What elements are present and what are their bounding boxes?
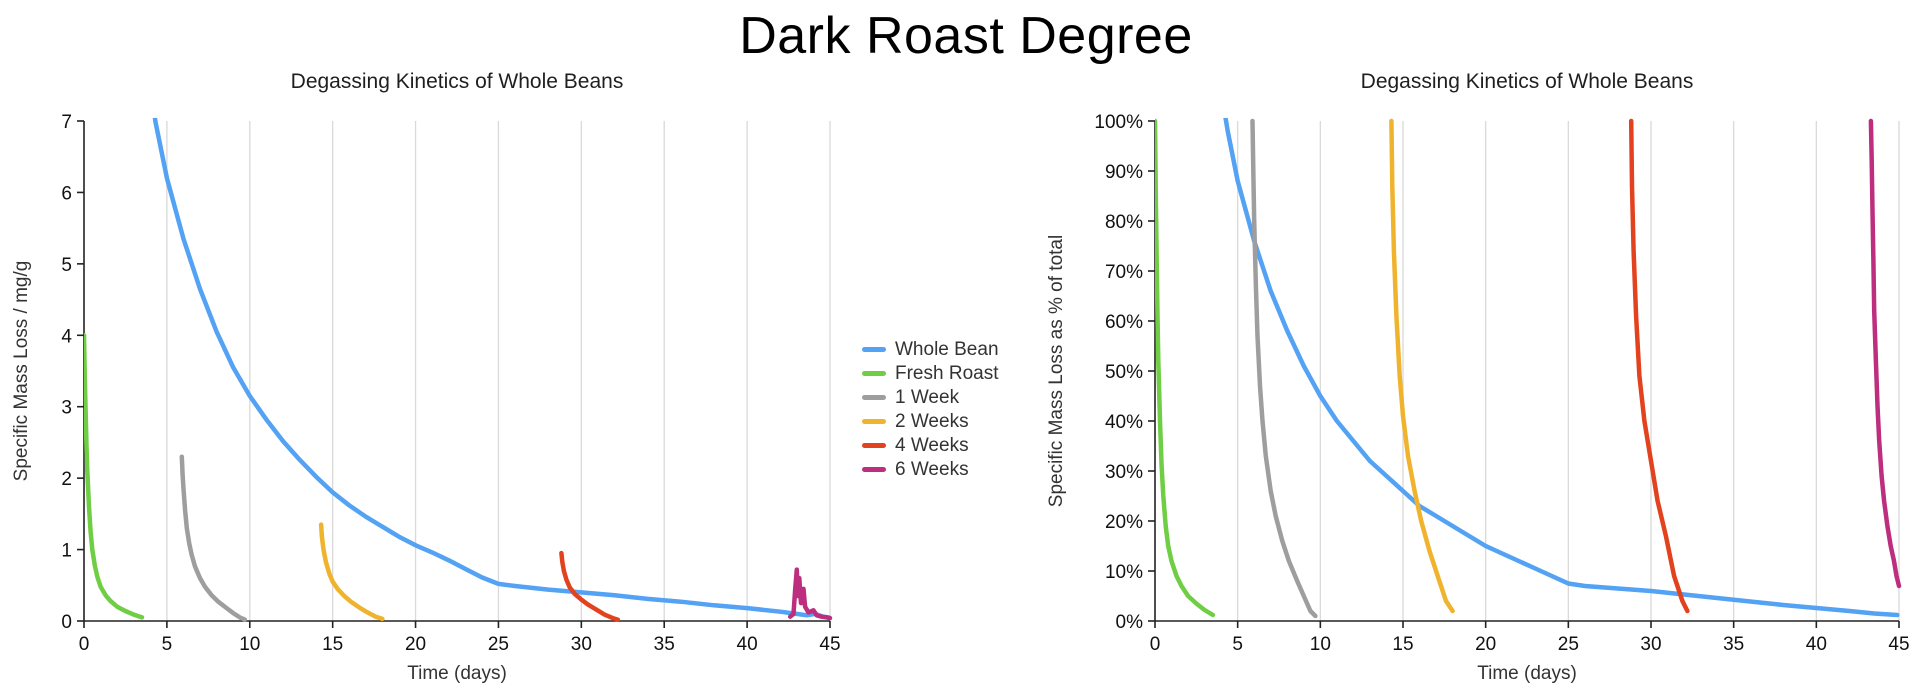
svg-text:40: 40 [1806, 634, 1827, 655]
legend-item: Fresh Roast [862, 362, 999, 384]
legend-label: 1 Week [895, 386, 960, 408]
right-chart-panel: Degassing Kinetics of Whole Beans Specif… [1040, 68, 1932, 699]
svg-text:3: 3 [61, 398, 72, 419]
right-chart-title: Degassing Kinetics of Whole Beans [1360, 70, 1694, 93]
svg-text:40%: 40% [1105, 412, 1143, 433]
svg-text:5: 5 [162, 634, 173, 655]
svg-text:30: 30 [571, 634, 592, 655]
svg-text:0: 0 [79, 634, 90, 655]
svg-text:40: 40 [737, 634, 758, 655]
legend-label: 6 Weeks [895, 458, 969, 480]
left-chart-panel: Degassing Kinetics of Whole Beans Specif… [0, 68, 860, 699]
left-chart-title: Degassing Kinetics of Whole Beans [290, 70, 624, 93]
svg-text:25: 25 [488, 634, 509, 655]
svg-text:45: 45 [819, 634, 840, 655]
svg-text:30: 30 [1640, 634, 1661, 655]
legend-swatch-icon [862, 395, 886, 400]
legend-swatch-icon [862, 419, 886, 424]
legend-label: Whole Bean [895, 338, 999, 360]
legend-item: 1 Week [862, 386, 999, 408]
svg-text:70%: 70% [1105, 262, 1143, 283]
page-title: Dark Roast Degree [739, 7, 1193, 65]
svg-text:0: 0 [61, 612, 72, 633]
svg-text:20%: 20% [1105, 512, 1143, 533]
legend-item: 6 Weeks [862, 458, 999, 480]
svg-text:1: 1 [61, 541, 72, 562]
svg-text:5: 5 [61, 255, 72, 276]
legend-item: 4 Weeks [862, 434, 999, 456]
svg-text:15: 15 [322, 634, 343, 655]
legend-swatch-icon [862, 371, 886, 376]
legend-swatch-icon [862, 467, 886, 472]
svg-text:100%: 100% [1094, 112, 1143, 133]
legend-item: Whole Bean [862, 338, 999, 360]
legend-swatch-icon [862, 443, 886, 448]
svg-text:10%: 10% [1105, 562, 1143, 583]
legend-label: 2 Weeks [895, 410, 969, 432]
svg-text:90%: 90% [1105, 162, 1143, 183]
svg-text:10: 10 [239, 634, 260, 655]
svg-text:45: 45 [1888, 634, 1909, 655]
svg-text:7: 7 [61, 112, 72, 133]
svg-text:35: 35 [654, 634, 675, 655]
legend-item: 2 Weeks [862, 410, 999, 432]
legend: Whole Bean Fresh Roast 1 Week 2 Weeks 4 Week… [862, 338, 999, 480]
svg-text:25: 25 [1558, 634, 1579, 655]
svg-text:4: 4 [61, 326, 72, 347]
svg-text:60%: 60% [1105, 312, 1143, 333]
right-x-axis-label: Time (days) [1477, 663, 1577, 684]
legend-label: Fresh Roast [895, 362, 999, 384]
legend-label: 4 Weeks [895, 434, 969, 456]
svg-text:5: 5 [1232, 634, 1243, 655]
svg-text:10: 10 [1310, 634, 1331, 655]
svg-text:30%: 30% [1105, 462, 1143, 483]
svg-text:50%: 50% [1105, 362, 1143, 383]
svg-text:80%: 80% [1105, 212, 1143, 233]
svg-text:20: 20 [1475, 634, 1496, 655]
left-x-axis-label: Time (days) [407, 663, 507, 684]
legend-swatch-icon [862, 347, 886, 352]
svg-text:15: 15 [1392, 634, 1413, 655]
right-plot-svg: 0 5 10 15 20 25 30 35 40 45 0% 10% 20% 30% 40% 50% 60% 70… [1094, 112, 1909, 655]
svg-text:6: 6 [61, 183, 72, 204]
svg-text:20: 20 [405, 634, 426, 655]
svg-text:0: 0 [1150, 634, 1161, 655]
svg-text:35: 35 [1723, 634, 1744, 655]
svg-text:0%: 0% [1116, 612, 1144, 633]
svg-text:2: 2 [61, 469, 72, 490]
